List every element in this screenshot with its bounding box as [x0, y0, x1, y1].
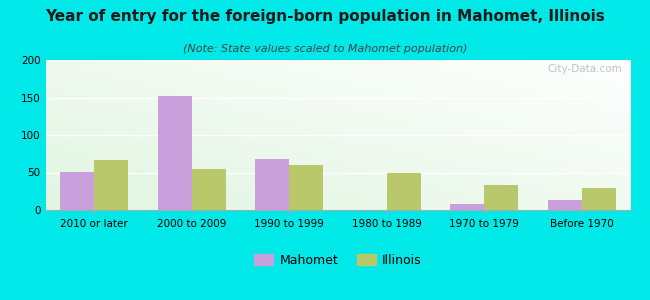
- Bar: [94, 160, 129, 210]
- Bar: [289, 165, 324, 210]
- Bar: [547, 200, 582, 210]
- Bar: [387, 172, 421, 210]
- Legend: Mahomet, Illinois: Mahomet, Illinois: [254, 254, 422, 267]
- Text: City-Data.com: City-Data.com: [547, 64, 621, 74]
- Bar: [157, 96, 192, 210]
- Bar: [60, 172, 94, 210]
- Bar: [484, 184, 519, 210]
- Text: Year of entry for the foreign-born population in Mahomet, Illinois: Year of entry for the foreign-born popul…: [45, 9, 605, 24]
- Bar: [255, 159, 289, 210]
- Text: (Note: State values scaled to Mahomet population): (Note: State values scaled to Mahomet po…: [183, 44, 467, 53]
- Bar: [192, 169, 226, 210]
- Bar: [450, 204, 484, 210]
- Bar: [582, 188, 616, 210]
